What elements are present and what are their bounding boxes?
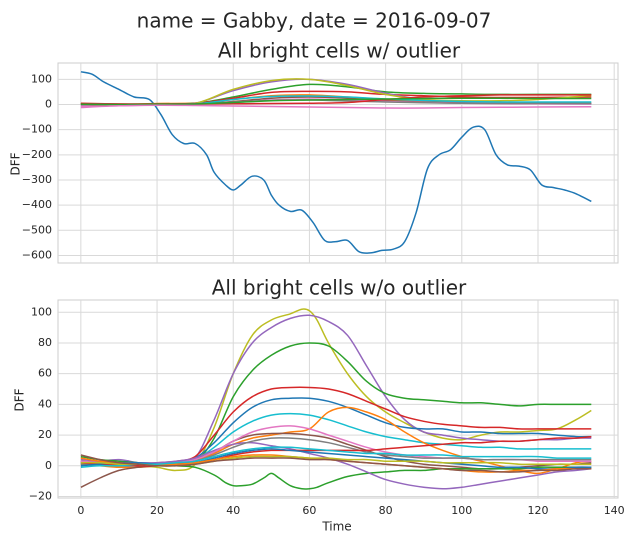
tick-labels-without-outlier: 0 20 40 60 80 100 120 140 100 80 60 40 20 0 −20 [29,305,625,517]
y-tick-label-with-outlier: −400 [22,198,52,211]
y-tick-label-with-outlier: −300 [22,173,52,186]
y-tick-label-with-outlier: −500 [22,223,52,236]
x-tick-label-without-outlier: 40 [226,504,240,517]
y-tick-label-without-outlier: 40 [38,397,52,410]
x-tick-label-without-outlier: 60 [302,504,316,517]
chart-with-outlier: All bright cells w/ outlier DFF 100 0 −100… [9,39,619,264]
y-axis-label-without-outlier: DFF [13,388,27,411]
chart-without-outlier: All bright cells w/o outlier DFF Time 0 2… [13,276,625,534]
x-tick-label-without-outlier: 120 [528,504,549,517]
series-line-with-outlier-12 [80,97,592,106]
series-lines-with-outlier [80,71,592,254]
y-tick-label-with-outlier: −600 [22,248,52,261]
y-tick-label-without-outlier: 100 [31,305,52,318]
figure-title: name = Gabby, date = 2016-09-07 [137,9,492,33]
x-tick-label-without-outlier: 0 [77,504,84,517]
series-line-without-outlier-18 [80,454,592,473]
y-tick-label-with-outlier: 0 [45,98,52,111]
y-tick-label-without-outlier: 20 [38,428,52,441]
y-tick-label-without-outlier: 60 [38,367,52,380]
y-tick-label-with-outlier: −100 [22,123,52,136]
series-lines-without-outlier [80,308,592,490]
x-axis-label-time: Time [321,520,351,534]
series-line-without-outlier-1 [80,308,592,472]
plot-area-with-outlier [57,62,619,264]
x-tick-label-without-outlier: 100 [451,504,472,517]
tick-labels-with-outlier: 100 0 −100 −200 −300 −400 −500 −600 [22,72,52,261]
series-line-without-outlier-9 [80,455,592,490]
x-tick-label-without-outlier: 80 [379,504,393,517]
y-tick-label-without-outlier: 80 [38,336,52,349]
y-tick-label-without-outlier: −20 [29,489,52,502]
y-tick-label-without-outlier: 0 [45,459,52,472]
x-tick-label-without-outlier: 140 [604,504,625,517]
chart-title-without-outlier: All bright cells w/o outlier [212,276,467,300]
series-line-with-outlier-1 [80,71,592,254]
x-tick-label-without-outlier: 20 [150,504,164,517]
y-tick-label-with-outlier: −200 [22,148,52,161]
y-axis-label-with-outlier: DFF [9,152,23,175]
series-line-with-outlier-13 [80,104,592,109]
chart-title-with-outlier: All bright cells w/ outlier [218,39,461,63]
series-line-without-outlier-16 [80,446,592,469]
y-tick-label-with-outlier: 100 [31,72,52,85]
